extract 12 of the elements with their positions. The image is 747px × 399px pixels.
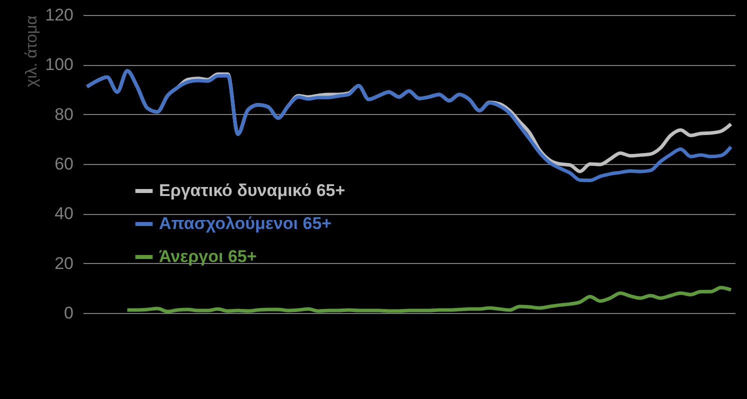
y-tick-label: 20 bbox=[54, 254, 74, 273]
y-tick-label: 60 bbox=[54, 154, 74, 174]
legend-label: Άνεργοι 65+ bbox=[159, 247, 257, 266]
y-tick-label: 40 bbox=[54, 204, 74, 224]
y-tick-label: 0 bbox=[64, 304, 74, 322]
line-series bbox=[126, 286, 733, 314]
y-tick-label: 120 bbox=[45, 6, 74, 24]
legend-label: Απασχολούμενοι 65+ bbox=[159, 214, 332, 233]
legend-label: Εργατικό δυναμικό 65+ bbox=[159, 181, 346, 200]
y-axis-title: χιλ. άτομα bbox=[24, 16, 40, 88]
y-tick-label: 80 bbox=[54, 104, 74, 124]
y-tick-label: 100 bbox=[45, 55, 74, 74]
